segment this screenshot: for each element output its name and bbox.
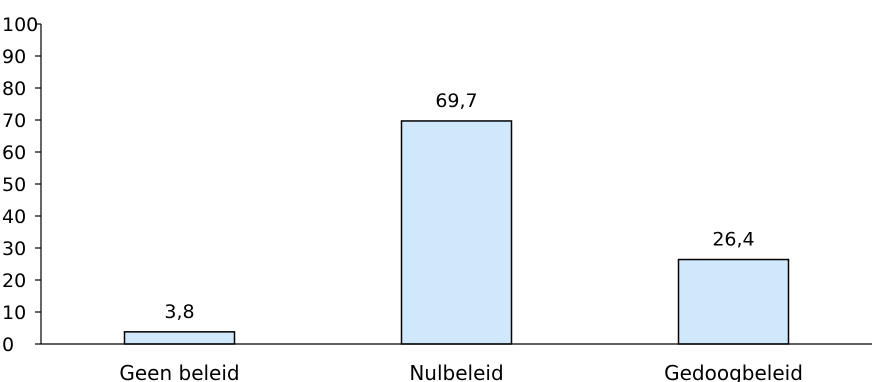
bar — [123, 331, 236, 345]
x-category-label: Geen beleid — [119, 361, 239, 382]
bars: 3,8 69,7 26,4 — [123, 90, 790, 345]
y-tick-label: 10 — [2, 302, 26, 324]
y-tick-label: 20 — [2, 270, 26, 292]
x-category-label: Gedoogbeleid — [664, 361, 803, 382]
x-axis: Geen beleid Nulbeleid Gedoogbeleid — [41, 343, 872, 382]
y-axis: 0 10 20 30 40 50 60 70 80 90 100 — [2, 14, 42, 356]
y-tick-label: 70 — [2, 110, 26, 132]
bar-value-label: 26,4 — [712, 229, 754, 251]
x-category-label: Nulbeleid — [409, 361, 503, 382]
y-tick-label: 30 — [2, 238, 26, 260]
y-tick-label: 80 — [2, 78, 26, 100]
y-tick-label: 90 — [2, 46, 26, 68]
y-tick-label: 60 — [2, 142, 26, 164]
bar-value-label: 69,7 — [435, 90, 477, 112]
bar — [677, 258, 790, 345]
bar — [400, 120, 513, 345]
y-tick-label: 50 — [2, 174, 26, 196]
y-tick-label: 0 — [2, 334, 14, 356]
y-tick-label: 100 — [2, 14, 38, 36]
y-tick-label: 40 — [2, 206, 26, 228]
bar-value-label: 3,8 — [164, 301, 194, 323]
